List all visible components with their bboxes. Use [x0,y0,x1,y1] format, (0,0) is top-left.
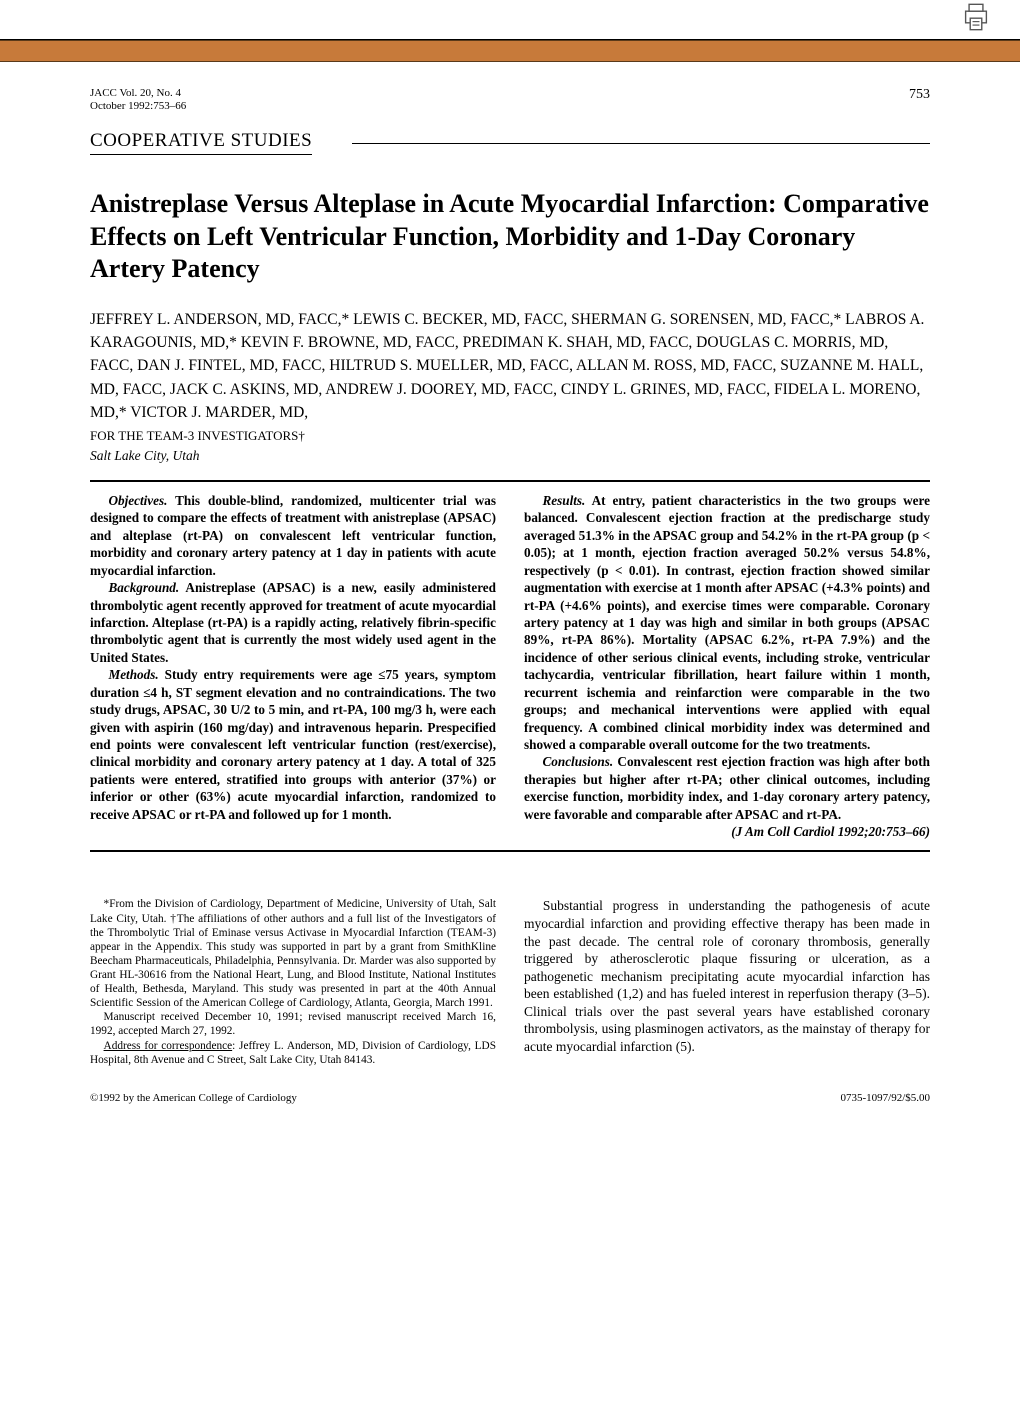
copyright-text: ©1992 by the American College of Cardiol… [90,1092,297,1104]
abstract: Objectives. This double-blind, randomize… [90,480,930,852]
print-icon[interactable] [962,2,990,37]
objectives-label: Objectives. [108,493,167,508]
author-location: Salt Lake City, Utah [90,448,930,464]
journal-date: October 1992:753–66 [90,100,186,113]
methods-label: Methods. [108,667,158,682]
page-footer: ©1992 by the American College of Cardiol… [90,1092,930,1104]
background-label: Background. [108,580,179,595]
page-content: JACC Vol. 20, No. 4 October 1992:753–66 … [0,62,1020,1134]
article-title: Anistreplase Versus Alteplase in Acute M… [90,188,930,286]
footnote-manuscript: Manuscript received December 10, 1991; r… [90,1010,496,1038]
investigators-line: FOR THE TEAM-3 INVESTIGATORS† [90,428,930,444]
intro-paragraph: Substantial progress in understanding th… [524,897,930,1055]
page-number: 753 [909,87,930,103]
footnote-block: *From the Division of Cardiology, Depart… [90,897,496,1066]
section-rule [352,130,930,144]
running-header: JACC Vol. 20, No. 4 October 1992:753–66 … [90,87,930,112]
issn-text: 0735-1097/92/$5.00 [840,1092,930,1104]
section-heading: COOPERATIVE STUDIES [90,130,312,155]
journal-info: JACC Vol. 20, No. 4 October 1992:753–66 [90,87,186,112]
footnote-affiliations: *From the Division of Cardiology, Depart… [90,897,496,1010]
body-columns: *From the Division of Cardiology, Depart… [90,897,930,1066]
results-label: Results. [542,493,585,508]
abstract-citation: (J Am Coll Cardiol 1992;20:753–66) [524,823,930,840]
methods-text: Study entry requirements were age ≤75 ye… [90,667,496,821]
journal-volume: JACC Vol. 20, No. 4 [90,87,186,100]
author-list: JEFFREY L. ANDERSON, MD, FACC,* LEWIS C.… [90,308,930,424]
browser-toolbar [0,0,1020,40]
correspondence-label: Address for correspondence [104,1040,233,1052]
section-heading-row: COOPERATIVE STUDIES [90,130,930,160]
conclusions-label: Conclusions. [542,754,613,769]
divider-bar [0,40,1020,62]
results-text: At entry, patient characteristics in the… [524,493,930,752]
